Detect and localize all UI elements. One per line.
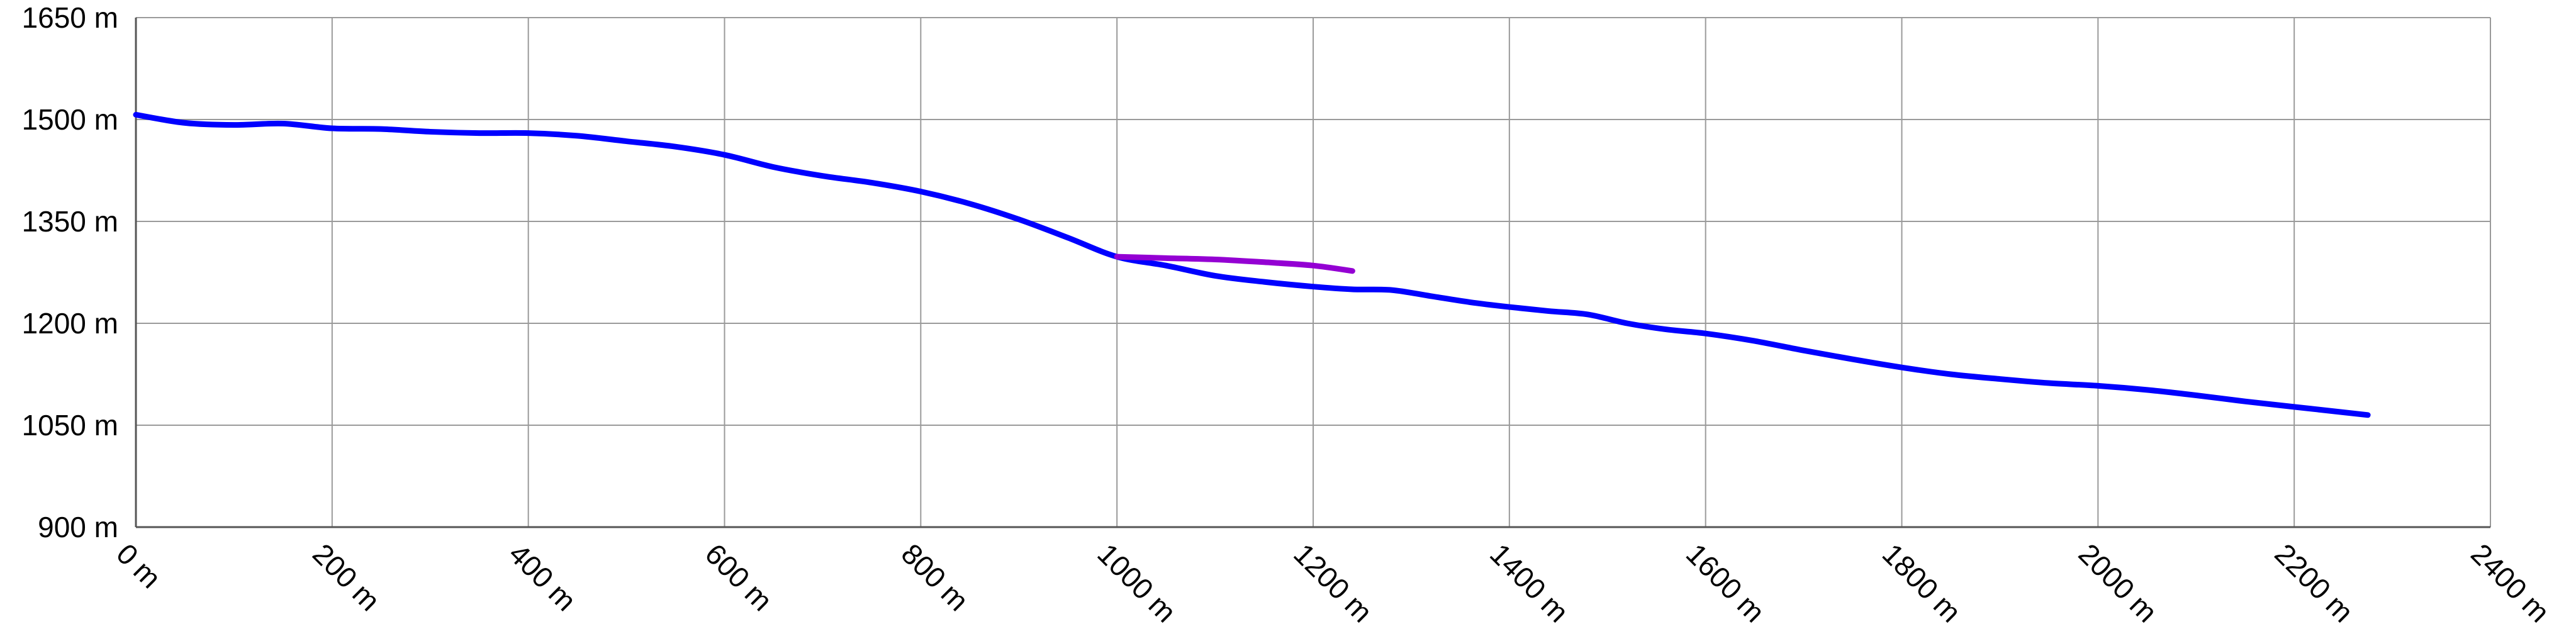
x-tick-label: 200 m — [306, 537, 386, 617]
y-tick-label: 1500 m — [22, 103, 118, 136]
x-tick-label: 400 m — [503, 537, 583, 617]
y-tick-label: 1650 m — [22, 1, 118, 34]
x-tick-label: 2400 m — [2465, 537, 2556, 628]
elevation-profile-line — [133, 111, 2371, 418]
y-tick-label: 900 m — [38, 511, 118, 543]
x-tick-label: 1600 m — [1680, 537, 1771, 628]
x-tick-label: 1800 m — [1876, 537, 1968, 628]
x-tick-label: 2200 m — [2268, 537, 2360, 628]
secondary-profile-line — [1114, 253, 1355, 274]
x-tick-label: 800 m — [895, 537, 975, 617]
y-tick-label: 1050 m — [22, 409, 118, 442]
x-tick-label: 1000 m — [1091, 537, 1182, 628]
x-tick-label: 1400 m — [1484, 537, 1575, 628]
x-tick-labels: 0 m 200 m 400 m 600 m 800 m 1000 m 1200 m 1400 … — [110, 537, 2556, 628]
y-tick-labels: 900 m 1050 m 1200 m 1350 m 1500 m 1650 m — [22, 1, 118, 543]
x-tick-label: 1200 m — [1287, 537, 1379, 628]
y-tick-label: 1200 m — [22, 307, 118, 340]
x-tick-label: 600 m — [699, 537, 779, 617]
grid-layer — [135, 17, 2491, 528]
y-tick-label: 1350 m — [22, 205, 118, 238]
x-tick-label: 2000 m — [2073, 537, 2164, 628]
series-layer — [133, 111, 2371, 418]
x-tick-label: 0 m — [110, 537, 167, 594]
